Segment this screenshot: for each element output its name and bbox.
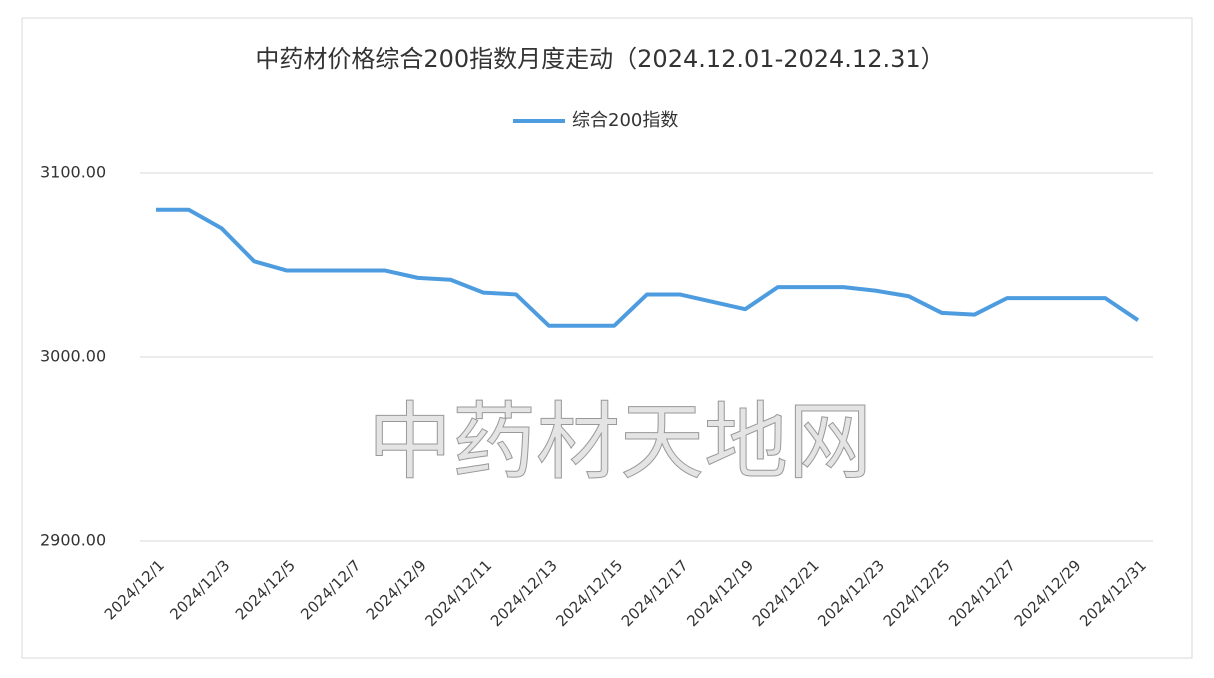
data-line xyxy=(156,207,1140,328)
chart-frame xyxy=(21,17,1193,659)
y-tick-label: 3000.00 xyxy=(40,347,106,366)
chart-title: 中药材价格综合200指数月度走动（2024.12.01-2024.12.31） xyxy=(255,45,944,73)
y-tick-label: 2900.00 xyxy=(40,531,106,550)
watermark: 中药材天地网 xyxy=(368,393,872,491)
y-tick-label: 3100.00 xyxy=(40,163,106,182)
legend-label: 综合200指数 xyxy=(572,110,678,131)
